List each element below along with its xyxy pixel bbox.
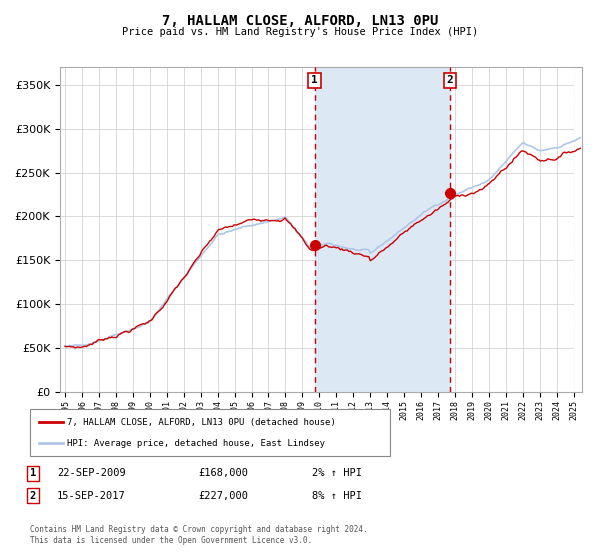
Text: 1: 1: [30, 468, 36, 478]
Text: 15-SEP-2017: 15-SEP-2017: [57, 491, 126, 501]
Text: 1: 1: [311, 76, 318, 85]
Bar: [574, 67, 582, 392]
Text: Price paid vs. HM Land Registry's House Price Index (HPI): Price paid vs. HM Land Registry's House …: [122, 27, 478, 37]
Bar: [314, 67, 450, 392]
Text: HPI: Average price, detached house, East Lindsey: HPI: Average price, detached house, East…: [67, 438, 325, 447]
Text: 7, HALLAM CLOSE, ALFORD, LN13 0PU: 7, HALLAM CLOSE, ALFORD, LN13 0PU: [162, 14, 438, 28]
Text: £168,000: £168,000: [198, 468, 248, 478]
Text: Contains HM Land Registry data © Crown copyright and database right 2024.
This d: Contains HM Land Registry data © Crown c…: [30, 525, 368, 545]
Text: 2: 2: [446, 76, 454, 85]
Text: 7, HALLAM CLOSE, ALFORD, LN13 0PU (detached house): 7, HALLAM CLOSE, ALFORD, LN13 0PU (detac…: [67, 418, 336, 427]
Text: 22-SEP-2009: 22-SEP-2009: [57, 468, 126, 478]
Text: £227,000: £227,000: [198, 491, 248, 501]
Text: 8% ↑ HPI: 8% ↑ HPI: [312, 491, 362, 501]
Text: 2% ↑ HPI: 2% ↑ HPI: [312, 468, 362, 478]
Text: 2: 2: [30, 491, 36, 501]
